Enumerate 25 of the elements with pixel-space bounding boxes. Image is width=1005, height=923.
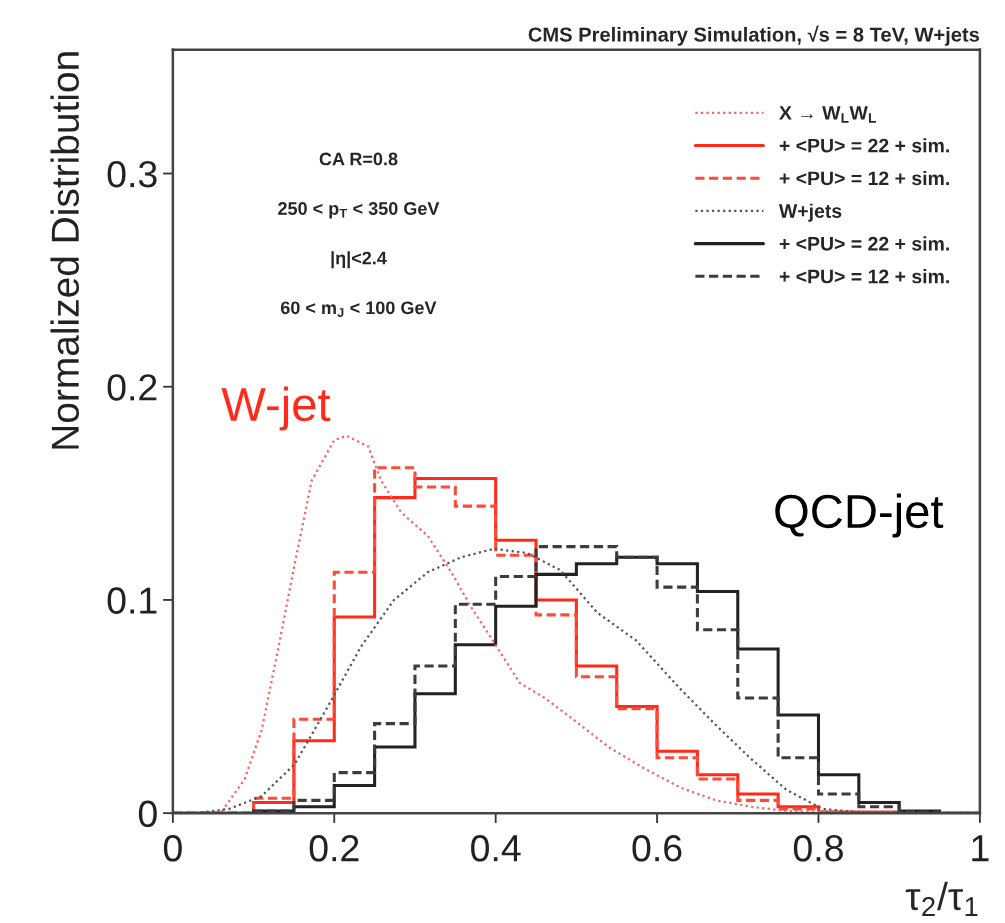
legend-label: X → W$_{L}$W$_{L}$ (779, 106, 876, 123)
x-tick-label: 0.2 (309, 834, 359, 862)
legend-label: + <PU> = 12 + sim. (779, 170, 949, 186)
x-tick-label: 0.4 (471, 834, 521, 862)
annotation: |η|<2.4 (331, 251, 387, 269)
annotation: W-jet (221, 386, 331, 431)
annotation: 250 < p$_{T}$ < 350 GeV (278, 202, 440, 219)
legend-label: + <PU> = 22 + sim. (779, 236, 949, 251)
y-axis-title: Normalized Distribution (50, 52, 80, 449)
legend-label: + <PU> = 22 + sim. (779, 138, 949, 153)
x-tick-label: 0 (163, 834, 182, 862)
annotation: CA R=0.8 (319, 152, 398, 166)
y-tick-label: 0.1 (107, 587, 157, 614)
y-tick-label: 0.3 (107, 160, 157, 188)
x-axis-title: τ$_{2}$/τ$_{1}$ (905, 881, 978, 916)
x-tick-label: 1 (972, 835, 989, 862)
legend-label: W+jets (778, 203, 842, 222)
x-tick-label: 0.8 (793, 834, 843, 862)
annotation: QCD-jet (775, 493, 944, 538)
y-tick-label: 0 (138, 800, 157, 828)
y-tick-label: 0.2 (107, 374, 157, 401)
annotation: 60 < m$_{J}$ < 100 GeV (280, 301, 437, 317)
legend-label: + <PU> = 12 + sim. (779, 269, 949, 284)
chart-title: CMS Preliminary Simulation, √s = 8 TeV, W+jets (528, 25, 980, 46)
x-tick-label: 0.6 (632, 834, 682, 862)
